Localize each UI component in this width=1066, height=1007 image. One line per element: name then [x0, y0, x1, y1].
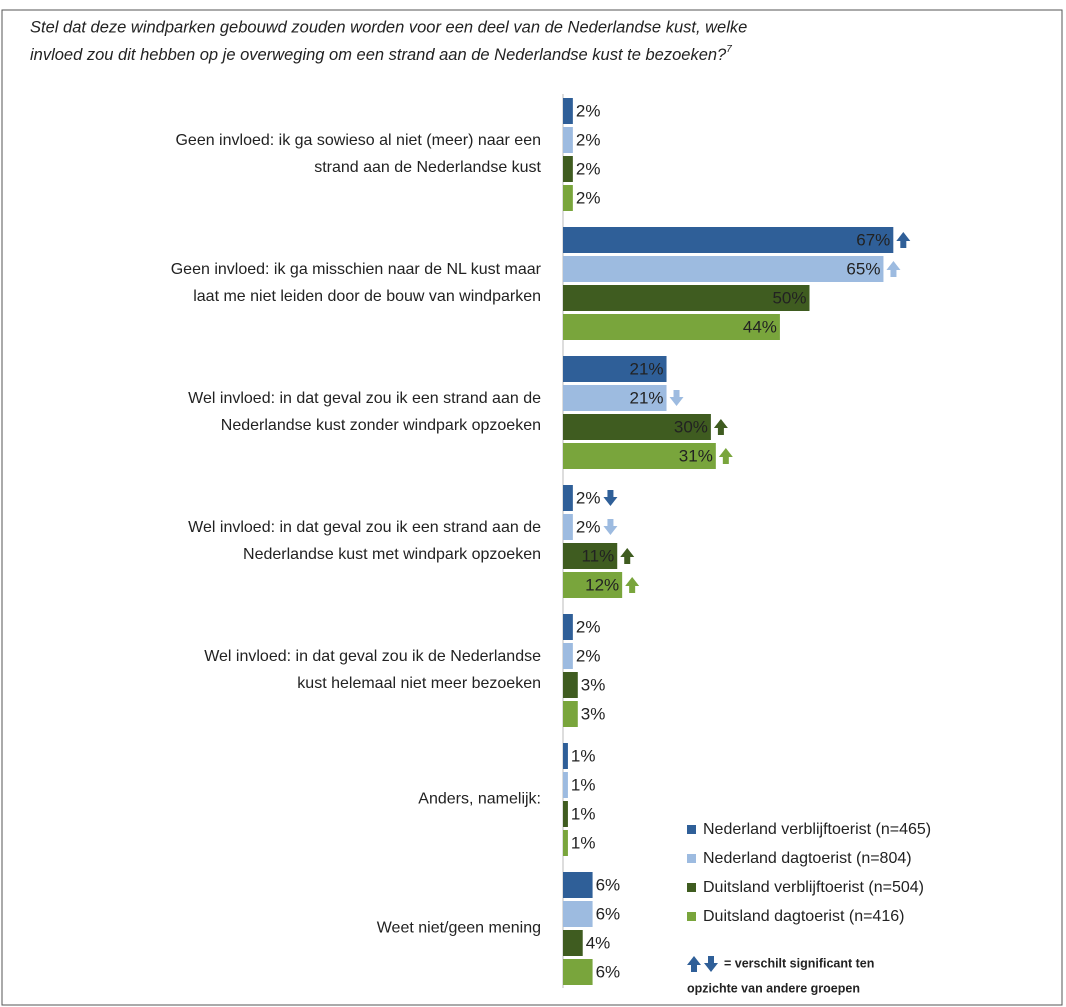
bar [563, 414, 711, 440]
bar [563, 614, 573, 640]
significance-note: opzichte van andere groepen [687, 981, 860, 995]
value-label: 2% [576, 159, 601, 178]
value-label: 3% [581, 675, 606, 694]
bar [563, 514, 573, 540]
bar [563, 98, 573, 124]
bar [563, 156, 573, 182]
significance-arrow [625, 577, 640, 593]
bar [563, 385, 667, 411]
bar [563, 185, 573, 211]
value-label: 6% [596, 904, 621, 923]
significance-arrow [669, 390, 684, 406]
value-label: 67% [856, 230, 890, 249]
significance-arrow [620, 548, 635, 564]
value-label: 1% [571, 804, 596, 823]
category-label: Wel invloed: in dat geval zou ik de Nede… [204, 648, 541, 665]
value-label: 11% [581, 546, 614, 565]
value-label: 2% [576, 517, 601, 536]
value-label: 21% [629, 359, 663, 378]
footnote-mark: 7 [726, 44, 732, 55]
bar [563, 872, 593, 898]
value-label: 6% [596, 962, 621, 981]
chart-title-line: invloed zou dit hebben op je overweging … [30, 46, 727, 64]
bar [563, 801, 568, 827]
value-label: 1% [571, 833, 596, 852]
bar [563, 127, 573, 153]
value-label: 3% [581, 704, 606, 723]
legend-swatch [687, 912, 696, 921]
bar [563, 485, 573, 511]
significance-arrow [687, 956, 701, 972]
value-label: 2% [576, 188, 601, 207]
significance-arrow [886, 261, 901, 277]
bar [563, 743, 568, 769]
bar [563, 227, 894, 253]
bar [563, 443, 716, 469]
significance-arrow [718, 448, 733, 464]
bar [563, 930, 583, 956]
category-label: kust helemaal niet meer bezoeken [297, 675, 541, 692]
category-label: Wel invloed: in dat geval zou ik een str… [188, 390, 541, 407]
bar [563, 772, 568, 798]
value-label: 1% [571, 746, 596, 765]
value-label: 30% [674, 417, 708, 436]
category-label: strand aan de Nederlandse kust [314, 159, 541, 176]
significance-arrow [713, 419, 728, 435]
bar [563, 256, 884, 282]
chart-title: Stel dat deze windparken gebouwd zouden … [30, 18, 747, 36]
category-label: Geen invloed: ik ga sowieso al niet (mee… [175, 132, 541, 149]
value-label: 31% [679, 446, 713, 465]
legend-label: Duitsland verblijftoerist (n=504) [703, 879, 924, 896]
category-label: Anders, namelijk: [418, 791, 541, 808]
legend-label: Nederland verblijftoerist (n=465) [703, 821, 931, 838]
value-label: 2% [576, 130, 601, 149]
value-label: 2% [576, 646, 601, 665]
value-label: 65% [846, 259, 880, 278]
legend-label: Duitsland dagtoerist (n=416) [703, 908, 904, 925]
bar [563, 572, 623, 598]
value-label: 2% [576, 488, 601, 507]
category-label: Geen invloed: ik ga misschien naar de NL… [171, 261, 542, 278]
bar [563, 643, 573, 669]
value-label: 50% [772, 288, 806, 307]
legend-label: Nederland dagtoerist (n=804) [703, 850, 912, 867]
significance-arrow [603, 519, 618, 535]
legend-swatch [687, 854, 696, 863]
significance-arrow [896, 232, 911, 248]
bar [563, 701, 578, 727]
bar [563, 830, 568, 856]
bar [563, 959, 593, 985]
value-label: 6% [596, 875, 621, 894]
bar [563, 543, 618, 569]
significance-arrow [704, 956, 718, 972]
bar [563, 285, 810, 311]
category-label: Nederlandse kust met windpark opzoeken [243, 546, 541, 563]
category-label: Wel invloed: in dat geval zou ik een str… [188, 519, 541, 536]
legend-swatch [687, 883, 696, 892]
frame [1, 9, 1063, 1006]
value-label: 2% [576, 617, 601, 636]
bar [563, 901, 593, 927]
bar [563, 314, 780, 340]
bar [563, 672, 578, 698]
value-label: 21% [629, 388, 663, 407]
category-label: laat me niet leiden door de bouw van win… [193, 288, 541, 305]
value-label: 2% [576, 101, 601, 120]
category-label: Weet niet/geen mening [377, 920, 541, 937]
value-label: 1% [571, 775, 596, 794]
significance-arrow [603, 490, 618, 506]
value-label: 44% [743, 317, 777, 336]
significance-note: = verschilt significant ten [724, 956, 874, 970]
bar [563, 356, 667, 382]
value-label: 12% [585, 575, 619, 594]
legend-swatch [687, 825, 696, 834]
value-label: 4% [586, 933, 611, 952]
chart-title: invloed zou dit hebben op je overweging … [30, 44, 732, 65]
category-label: Nederlandse kust zonder windpark opzoeke… [221, 417, 541, 434]
